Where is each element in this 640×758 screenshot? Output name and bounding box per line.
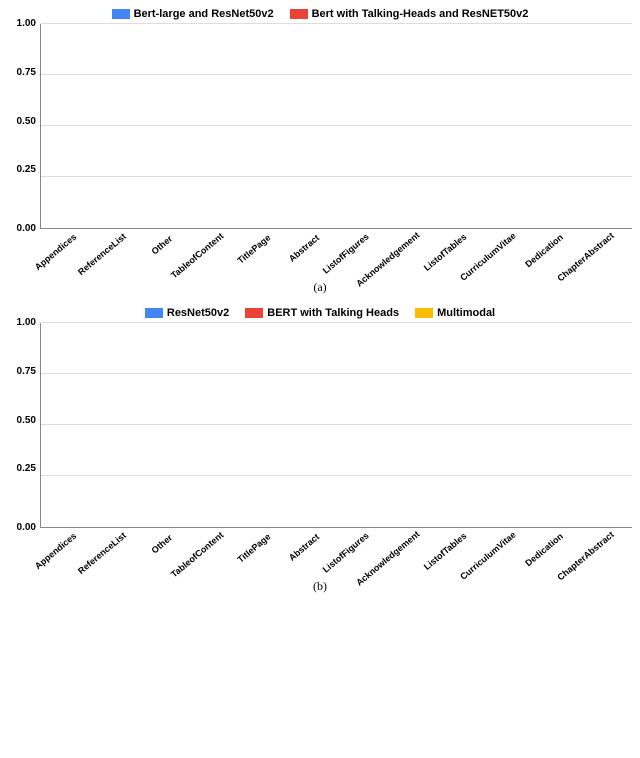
y-tick: 0.75 bbox=[8, 367, 40, 377]
legend-item: BERT with Talking Heads bbox=[245, 307, 399, 319]
legend-swatch bbox=[145, 308, 163, 318]
legend-label: BERT with Talking Heads bbox=[267, 307, 399, 319]
legend-label: Bert with Talking-Heads and ResNET50v2 bbox=[312, 8, 529, 20]
chart-b-area: 1.000.750.500.250.00 AppendicesReference… bbox=[8, 323, 632, 573]
legend-swatch bbox=[290, 9, 308, 19]
gridline bbox=[41, 23, 632, 24]
y-tick: 0.50 bbox=[8, 117, 40, 127]
chart-b: ResNet50v2 BERT with Talking Heads Multimo… bbox=[8, 307, 632, 594]
x-label: Other bbox=[149, 532, 174, 555]
x-label-slot: CurriculumVitae bbox=[482, 229, 531, 274]
legend-item: Bert-large and ResNet50v2 bbox=[112, 8, 274, 20]
x-label-slot: TableofContent bbox=[190, 229, 239, 274]
x-label: Appendices bbox=[33, 531, 79, 571]
gridline bbox=[41, 424, 632, 425]
x-label-slot: ChapterAbstract bbox=[579, 528, 628, 573]
chart-a-legend: Bert-large and ResNet50v2 Bert with Talki… bbox=[8, 8, 632, 20]
gridline bbox=[41, 74, 632, 75]
x-label-slot: CurriculumVitae bbox=[482, 528, 531, 573]
x-label: Abstract bbox=[287, 233, 321, 264]
legend-label: Bert-large and ResNet50v2 bbox=[134, 8, 274, 20]
x-label-slot: ReferenceList bbox=[93, 528, 142, 573]
y-tick: 0.00 bbox=[8, 224, 40, 234]
x-label: TitlePage bbox=[236, 232, 273, 265]
y-tick: 0.25 bbox=[8, 165, 40, 175]
chart-b-yaxis: 1.000.750.500.250.00 bbox=[8, 323, 40, 528]
gridline bbox=[41, 373, 632, 374]
chart-a-plot bbox=[40, 24, 632, 229]
y-tick: 0.25 bbox=[8, 464, 40, 474]
gridline bbox=[41, 475, 632, 476]
legend-swatch bbox=[245, 308, 263, 318]
chart-a-subcaption: (a) bbox=[8, 280, 632, 295]
chart-b-plot bbox=[40, 323, 632, 528]
gridline bbox=[41, 176, 632, 177]
gridline bbox=[41, 322, 632, 323]
legend-swatch bbox=[415, 308, 433, 318]
legend-label: Multimodal bbox=[437, 307, 495, 319]
legend-label: ResNet50v2 bbox=[167, 307, 229, 319]
chart-a: Bert-large and ResNet50v2 Bert with Talki… bbox=[8, 8, 632, 295]
x-label-slot: ChapterAbstract bbox=[579, 229, 628, 274]
chart-a-bars bbox=[41, 24, 632, 228]
legend-swatch bbox=[112, 9, 130, 19]
x-label-slot: TitlePage bbox=[239, 229, 288, 274]
x-label: Appendices bbox=[33, 232, 79, 272]
chart-b-bars bbox=[41, 323, 632, 527]
x-label: Abstract bbox=[287, 532, 321, 563]
chart-a-area: 1.000.750.500.250.00 AppendicesReference… bbox=[8, 24, 632, 274]
gridline bbox=[41, 125, 632, 126]
x-label: Other bbox=[149, 233, 174, 256]
y-tick: 1.00 bbox=[8, 318, 40, 328]
x-label: TitlePage bbox=[236, 531, 273, 564]
legend-item: Multimodal bbox=[415, 307, 495, 319]
legend-item: ResNet50v2 bbox=[145, 307, 229, 319]
y-tick: 1.00 bbox=[8, 19, 40, 29]
chart-a-xlabels: AppendicesReferenceListOtherTableofConte… bbox=[40, 229, 632, 274]
y-tick: 0.00 bbox=[8, 523, 40, 533]
chart-a-yaxis: 1.000.750.500.250.00 bbox=[8, 24, 40, 229]
legend-item: Bert with Talking-Heads and ResNET50v2 bbox=[290, 8, 529, 20]
y-tick: 0.50 bbox=[8, 416, 40, 426]
x-label-slot: TableofContent bbox=[190, 528, 239, 573]
chart-b-subcaption: (b) bbox=[8, 579, 632, 594]
x-label-slot: TitlePage bbox=[239, 528, 288, 573]
chart-b-xlabels: AppendicesReferenceListOtherTableofConte… bbox=[40, 528, 632, 573]
y-tick: 0.75 bbox=[8, 68, 40, 78]
chart-b-legend: ResNet50v2 BERT with Talking Heads Multimo… bbox=[8, 307, 632, 319]
x-label-slot: ReferenceList bbox=[93, 229, 142, 274]
